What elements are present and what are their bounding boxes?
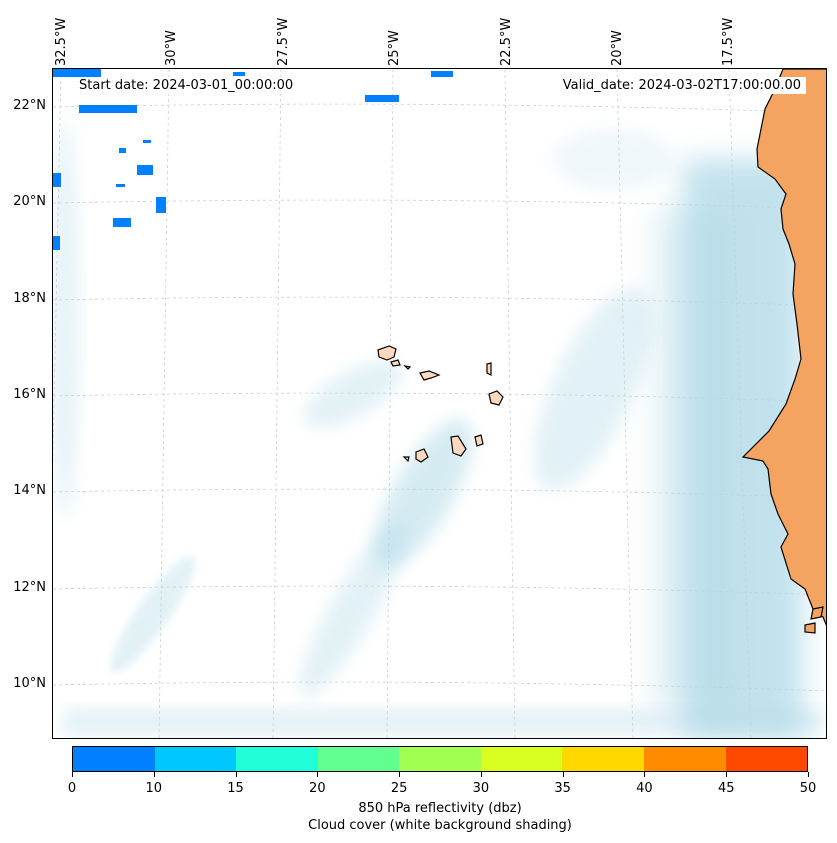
island-maio bbox=[474, 434, 484, 447]
lat-label-22n: 22°N bbox=[13, 98, 46, 113]
colorbar-tick-label-2: 15 bbox=[227, 781, 244, 796]
reflectivity-colorbar bbox=[72, 746, 808, 772]
meridian-22-5w bbox=[504, 69, 516, 738]
cloud-cover bbox=[53, 119, 823, 738]
lat-label-16n: 16°N bbox=[13, 387, 46, 402]
island-brava bbox=[402, 456, 410, 463]
africa-land bbox=[741, 69, 826, 626]
colorbar-tick-9 bbox=[808, 772, 809, 777]
colorbar-tick-label-9: 50 bbox=[799, 781, 817, 796]
map-area[interactable]: Start date: 2024-03-01_00:00:00 Valid_da… bbox=[52, 68, 827, 739]
colorbar-tick-label-3: 20 bbox=[309, 781, 326, 796]
cloud-west-edge bbox=[53, 119, 79, 519]
lat-label-14n: 14°N bbox=[13, 483, 46, 498]
island-sal bbox=[486, 362, 492, 376]
lon-label-30w: 30°W bbox=[164, 30, 179, 66]
colorbar-tick-label-5: 30 bbox=[472, 781, 490, 796]
colorbar-tick-label-8: 45 bbox=[717, 781, 735, 796]
colorbar-segment-0 bbox=[73, 747, 155, 771]
echo-9 bbox=[156, 197, 166, 213]
lon-label-22-5w: 22.5°W bbox=[499, 17, 514, 66]
colorbar-tick-6 bbox=[562, 772, 564, 777]
colorbar-tick-label-1: 10 bbox=[145, 781, 163, 796]
island-boa-vista bbox=[488, 390, 504, 406]
lon-label-17-5w: 17.5°W bbox=[721, 17, 736, 66]
colorbar-segment-6 bbox=[562, 747, 644, 771]
cloud-northwest-islands bbox=[304, 360, 402, 428]
colorbar-subtitle: Cloud cover (white background shading) bbox=[308, 818, 572, 833]
lon-label-25w: 25°W bbox=[387, 30, 402, 66]
island-santo-antao bbox=[377, 345, 397, 361]
echo-8 bbox=[137, 165, 153, 175]
cape-verde-islands bbox=[377, 345, 504, 463]
colorbar-tick-label-7: 40 bbox=[636, 781, 653, 796]
colorbar-tick-1 bbox=[153, 772, 155, 777]
echo-7 bbox=[53, 236, 60, 250]
colorbar-segment-1 bbox=[154, 747, 237, 771]
colorbar-segment-8 bbox=[725, 747, 808, 771]
lat-label-12n: 12°N bbox=[13, 580, 46, 595]
meridian-30w bbox=[158, 69, 170, 738]
cloud-center-streak bbox=[534, 287, 652, 491]
colorbar-tick-7 bbox=[644, 772, 646, 777]
colorbar-segment-7 bbox=[643, 747, 726, 771]
island-santiago bbox=[450, 435, 467, 457]
cloud-east-band-inner bbox=[653, 209, 733, 709]
island-fogo bbox=[415, 448, 429, 463]
colorbar-segment-3 bbox=[317, 747, 400, 771]
cloud-southwest-streak bbox=[110, 555, 196, 673]
parallel-22n bbox=[53, 103, 826, 114]
lat-label-10n: 10°N bbox=[13, 676, 46, 691]
colorbar-tick-2 bbox=[235, 772, 237, 777]
colorbar-tick-label-6: 35 bbox=[554, 781, 571, 796]
cloud-bottom-band bbox=[63, 709, 823, 735]
echo-11 bbox=[119, 148, 126, 153]
start-date-label: Start date: 2024-03-01_00:00:00 bbox=[74, 77, 299, 94]
echo-10 bbox=[113, 218, 131, 227]
island-sao-vicente bbox=[390, 359, 401, 367]
valid-date-label: Valid_date: 2024-03-02T17:00:00.00 bbox=[557, 77, 806, 94]
echo-1 bbox=[53, 69, 101, 77]
colorbar-tick-5 bbox=[480, 772, 482, 777]
colorbar-segment-4 bbox=[399, 747, 481, 771]
echo-13 bbox=[143, 140, 151, 143]
colorbar-tick-4 bbox=[399, 772, 401, 777]
colorbar-title: 850 hPa reflectivity (dbz) bbox=[358, 801, 522, 816]
reflectivity-0-10 bbox=[53, 69, 453, 250]
echo-12 bbox=[116, 184, 125, 187]
colorbar-tick-3 bbox=[317, 772, 319, 777]
africa-bissau-islands bbox=[804, 606, 824, 634]
lat-label-18n: 18°N bbox=[13, 291, 46, 306]
meridian-27-5w bbox=[272, 69, 282, 738]
echo-2 bbox=[79, 105, 137, 113]
echo-6 bbox=[53, 173, 61, 187]
colorbar-tick-label-0: 0 bbox=[67, 781, 77, 796]
lon-label-20w: 20°W bbox=[610, 30, 625, 66]
cloud-north-patch bbox=[553, 129, 673, 189]
cloud-south-streak bbox=[299, 521, 407, 697]
echo-5 bbox=[233, 72, 245, 76]
meridian-25w bbox=[386, 69, 394, 738]
meridian-20w bbox=[616, 69, 634, 738]
echo-3 bbox=[365, 95, 399, 102]
island-sao-nicolau bbox=[419, 370, 441, 381]
colorbar-tick-label-4: 25 bbox=[390, 781, 408, 796]
lon-label-32-5w: 32.5°W bbox=[54, 17, 69, 66]
island-santa-luzia bbox=[403, 365, 412, 370]
map-canvas bbox=[53, 69, 826, 738]
echo-4 bbox=[431, 71, 453, 77]
colorbar-tick-0 bbox=[72, 772, 73, 777]
lat-label-20n: 20°N bbox=[13, 194, 46, 209]
lon-label-27-5w: 27.5°W bbox=[276, 17, 291, 66]
colorbar-segment-2 bbox=[236, 747, 318, 771]
colorbar-segment-5 bbox=[480, 747, 563, 771]
colorbar-tick-8 bbox=[726, 772, 728, 777]
